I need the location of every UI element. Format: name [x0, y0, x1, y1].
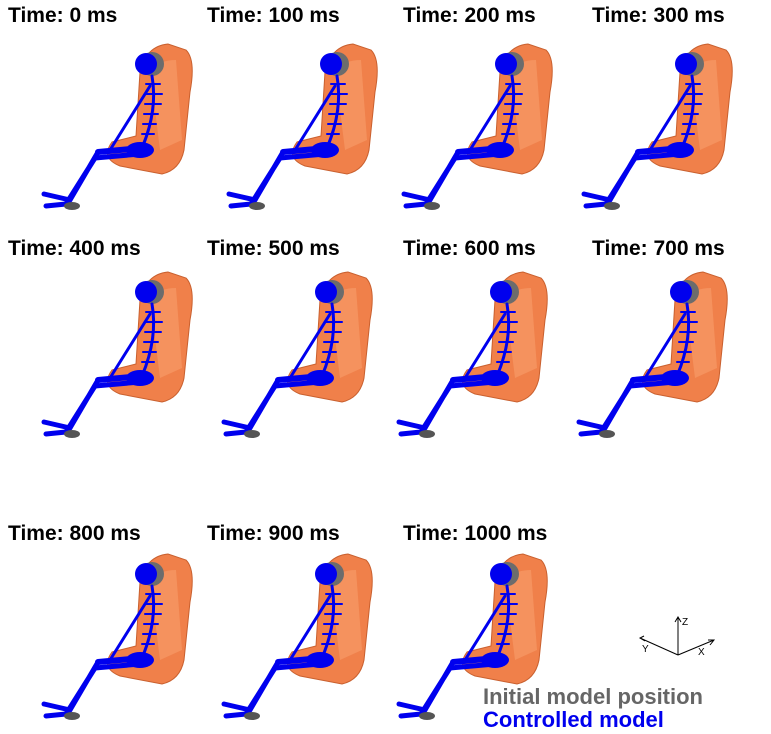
frame-title: Time: 200 ms	[403, 4, 536, 27]
z-axis	[675, 617, 681, 655]
frame: Time: 0 ms	[8, 4, 192, 210]
frame: Time: 700 ms	[579, 237, 727, 438]
frame-title: Time: 500 ms	[207, 237, 340, 260]
frame-image	[224, 554, 372, 720]
frame-title: Time: 700 ms	[592, 237, 725, 260]
frame-title: Time: 0 ms	[8, 4, 117, 27]
frame: Time: 600 ms	[399, 237, 547, 438]
frame: Time: 200 ms	[403, 4, 552, 210]
frame-title: Time: 400 ms	[8, 237, 141, 260]
frame-title: Time: 1000 ms	[403, 522, 547, 545]
frame-title: Time: 600 ms	[403, 237, 536, 260]
x-label: X	[698, 647, 705, 658]
frame: Time: 400 ms	[8, 237, 192, 438]
frame-title: Time: 900 ms	[207, 522, 340, 545]
y-label: Y	[642, 644, 649, 655]
x-axis	[678, 640, 714, 655]
frame-title: Time: 100 ms	[207, 4, 340, 27]
legend-initial: Initial model position	[483, 684, 703, 709]
frame-image	[224, 272, 372, 438]
frame-image	[399, 272, 547, 438]
frame-image	[229, 44, 377, 210]
frame-image	[584, 44, 732, 210]
frame: Time: 800 ms	[8, 522, 192, 720]
frame-image	[44, 44, 192, 210]
frame-title: Time: 800 ms	[8, 522, 141, 545]
frame: Time: 300 ms	[584, 4, 732, 210]
z-label: Z	[682, 617, 688, 628]
frame-image	[404, 44, 552, 210]
frame: Time: 100 ms	[207, 4, 377, 210]
frame-image	[44, 554, 192, 720]
frame: Time: 900 ms	[207, 522, 372, 720]
figure: Time: 0 ms Time: 100 ms Time: 200 ms Tim…	[0, 0, 771, 734]
frame: Time: 500 ms	[207, 237, 372, 438]
frame-title: Time: 300 ms	[592, 4, 725, 27]
frame-image	[579, 272, 727, 438]
frame-image	[44, 272, 192, 438]
legend-controlled: Controlled model	[483, 707, 664, 732]
